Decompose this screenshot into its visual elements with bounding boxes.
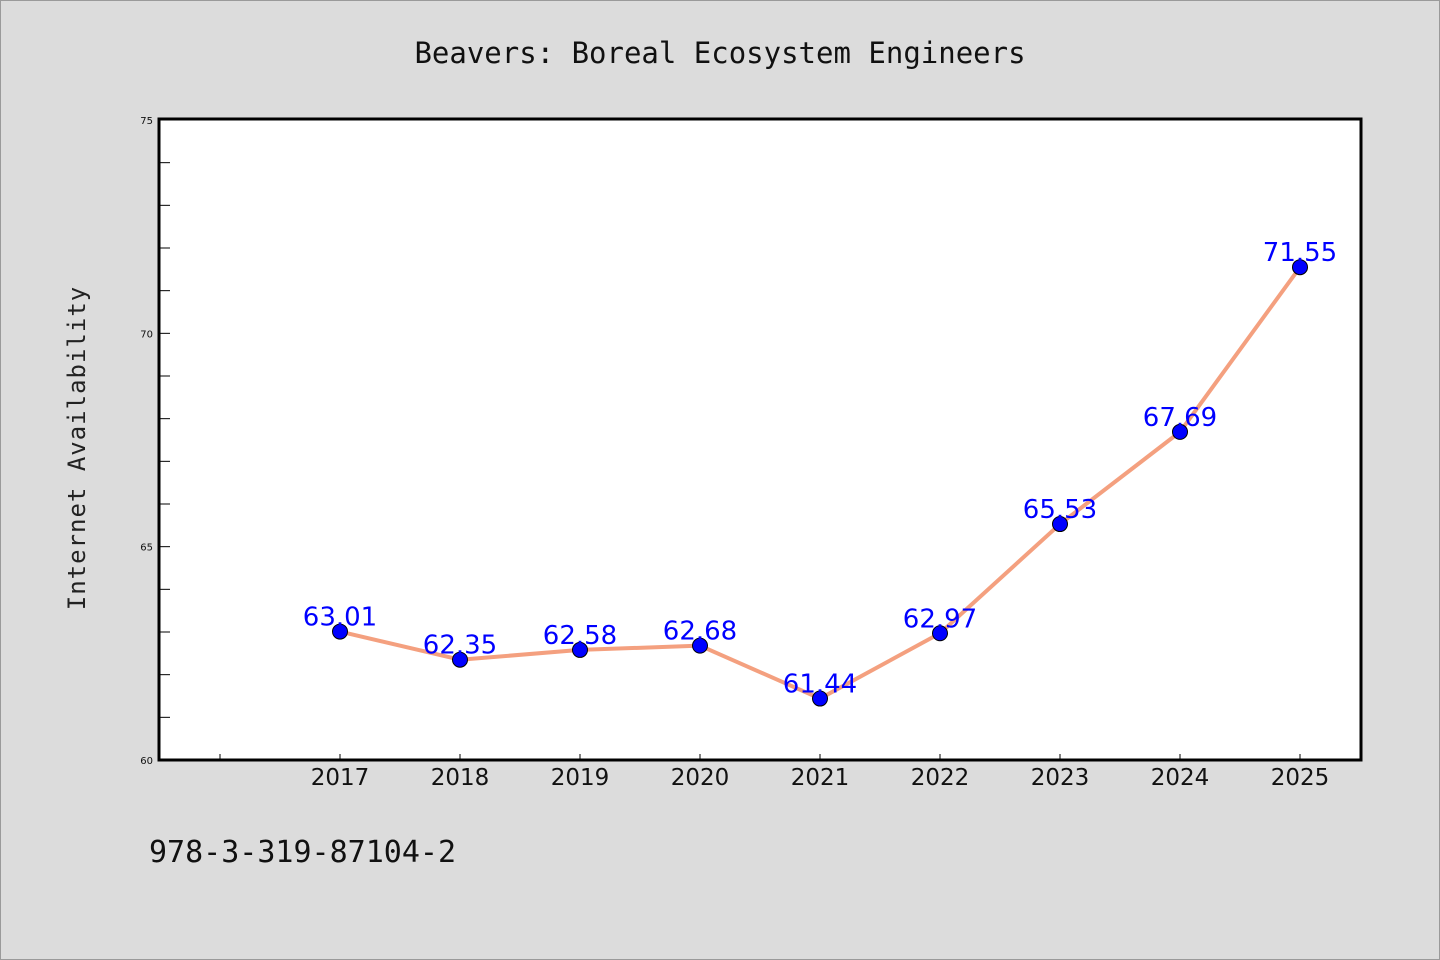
isbn-text: 978-3-319-87104-2 (149, 835, 457, 870)
plot-area (157, 117, 1363, 762)
x-tick-label: 2024 (1151, 765, 1210, 791)
y-tick-label: 75 (140, 116, 153, 127)
y-tick-label: 70 (140, 329, 153, 340)
data-label: 62.68 (663, 617, 737, 647)
x-tick-label: 2023 (1031, 765, 1090, 791)
data-point-marker (452, 651, 468, 668)
x-tick-label: 2020 (671, 765, 730, 791)
data-label: 71.55 (1263, 238, 1337, 268)
data-point-marker (932, 625, 948, 642)
series-line-group: 63.01 62.35 62.58 62.68 61.44 62.97 65.53 67.69… (303, 238, 1337, 707)
y-axis-label: Internet Availability (63, 286, 91, 610)
data-point-marker (692, 637, 708, 654)
y-axis: 60 65 70 75 (140, 116, 170, 767)
x-tick-label: 2019 (551, 765, 610, 791)
data-point-marker (1052, 516, 1068, 533)
y-tick-label: 65 (140, 543, 153, 554)
x-tick-label: 2022 (911, 765, 970, 791)
data-point-marker (812, 690, 828, 707)
data-label: 61.44 (783, 670, 857, 700)
data-label: 63.01 (303, 603, 377, 633)
data-point-marker (572, 641, 588, 658)
data-point-marker (1172, 423, 1188, 440)
x-tick-label: 2017 (311, 765, 370, 791)
data-label: 67.69 (1143, 403, 1217, 433)
y-tick-label: 60 (140, 756, 153, 767)
x-axis: 2017 2018 2019 2020 2021 2022 2023 2024 2025 (219, 754, 1330, 791)
x-tick-label: 2021 (791, 765, 850, 791)
data-label: 62.58 (543, 621, 617, 651)
data-label: 62.97 (903, 604, 977, 634)
x-tick-label: 2025 (1271, 765, 1330, 791)
data-point-marker (1292, 259, 1308, 276)
data-label: 65.53 (1023, 495, 1097, 525)
data-point-marker (332, 623, 348, 640)
data-label: 62.35 (423, 631, 497, 661)
chart-title: Beavers: Boreal Ecosystem Engineers (414, 36, 1025, 70)
x-tick-label: 2018 (431, 765, 490, 791)
